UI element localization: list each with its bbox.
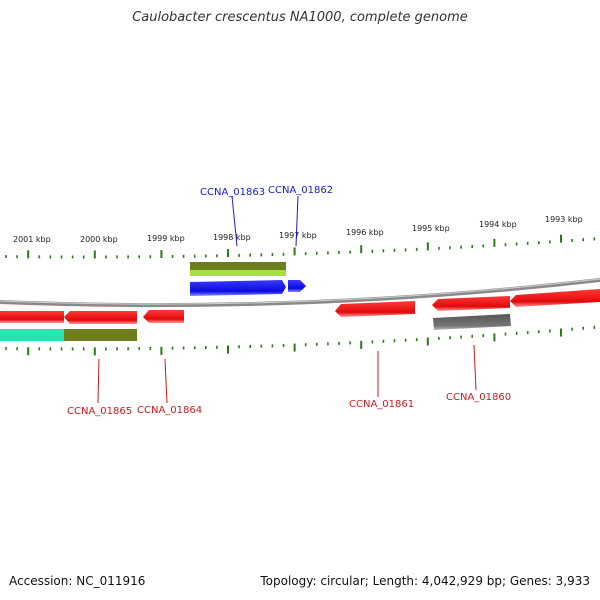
tick-label: 1995 kbp xyxy=(412,224,450,233)
tick-label: 2000 kbp xyxy=(80,235,118,244)
leader-ccna-01863 xyxy=(231,195,238,247)
accession-text: Accession: NC_011916 xyxy=(9,574,146,588)
gene-label-ccna-01860: CCNA_01860 xyxy=(446,392,511,403)
teal-feature xyxy=(0,329,64,341)
olive-feature-upper xyxy=(190,262,286,270)
leader-ccna-01860 xyxy=(473,344,477,391)
gene-ccna-01864 xyxy=(143,310,184,323)
olive-feature-lower xyxy=(64,329,137,341)
lime-feature-upper xyxy=(190,270,286,276)
tick-label: 1998 kbp xyxy=(213,233,251,242)
gene-ccna-01862 xyxy=(288,280,306,292)
gene-ccna-01860 xyxy=(432,296,510,311)
gene-label-ccna-01864: CCNA_01864 xyxy=(137,405,202,416)
leader-ccna-01865 xyxy=(97,358,100,404)
grey-feature xyxy=(433,314,511,330)
leader-ccna-01862 xyxy=(295,195,299,247)
gene-label-ccna-01862: CCNA_01862 xyxy=(268,185,333,196)
gene-ccna-01861 xyxy=(335,301,415,317)
page-title: Caulobacter crescentus NA1000, complete … xyxy=(132,10,468,25)
gene-label-ccna-01865: CCNA_01865 xyxy=(67,406,132,417)
lower-tick-track xyxy=(5,325,596,356)
tick-label: 1997 kbp xyxy=(279,231,317,240)
tick-label: 2001 kbp xyxy=(13,235,51,244)
gene-rightmost xyxy=(510,289,600,307)
gene-ccna-01863 xyxy=(190,280,286,296)
gene-ccna-01865-left xyxy=(0,311,64,323)
tick-label: 1996 kbp xyxy=(346,228,384,237)
gene-ccna-01865 xyxy=(64,311,137,324)
tick-label: 1994 kbp xyxy=(479,220,517,229)
gene-label-ccna-01861: CCNA_01861 xyxy=(349,399,414,410)
genome-summary-text: Topology: circular; Length: 4,042,929 bp… xyxy=(260,574,590,588)
tick-label: 1999 kbp xyxy=(147,234,185,243)
genome-backbone xyxy=(0,278,600,308)
upper-tick-track xyxy=(5,234,596,259)
genome-backbone-highlight xyxy=(0,278,600,305)
tick-label: 1993 kbp xyxy=(545,215,583,224)
gene-label-ccna-01863: CCNA_01863 xyxy=(200,187,265,198)
leader-ccna-01864 xyxy=(164,358,168,404)
